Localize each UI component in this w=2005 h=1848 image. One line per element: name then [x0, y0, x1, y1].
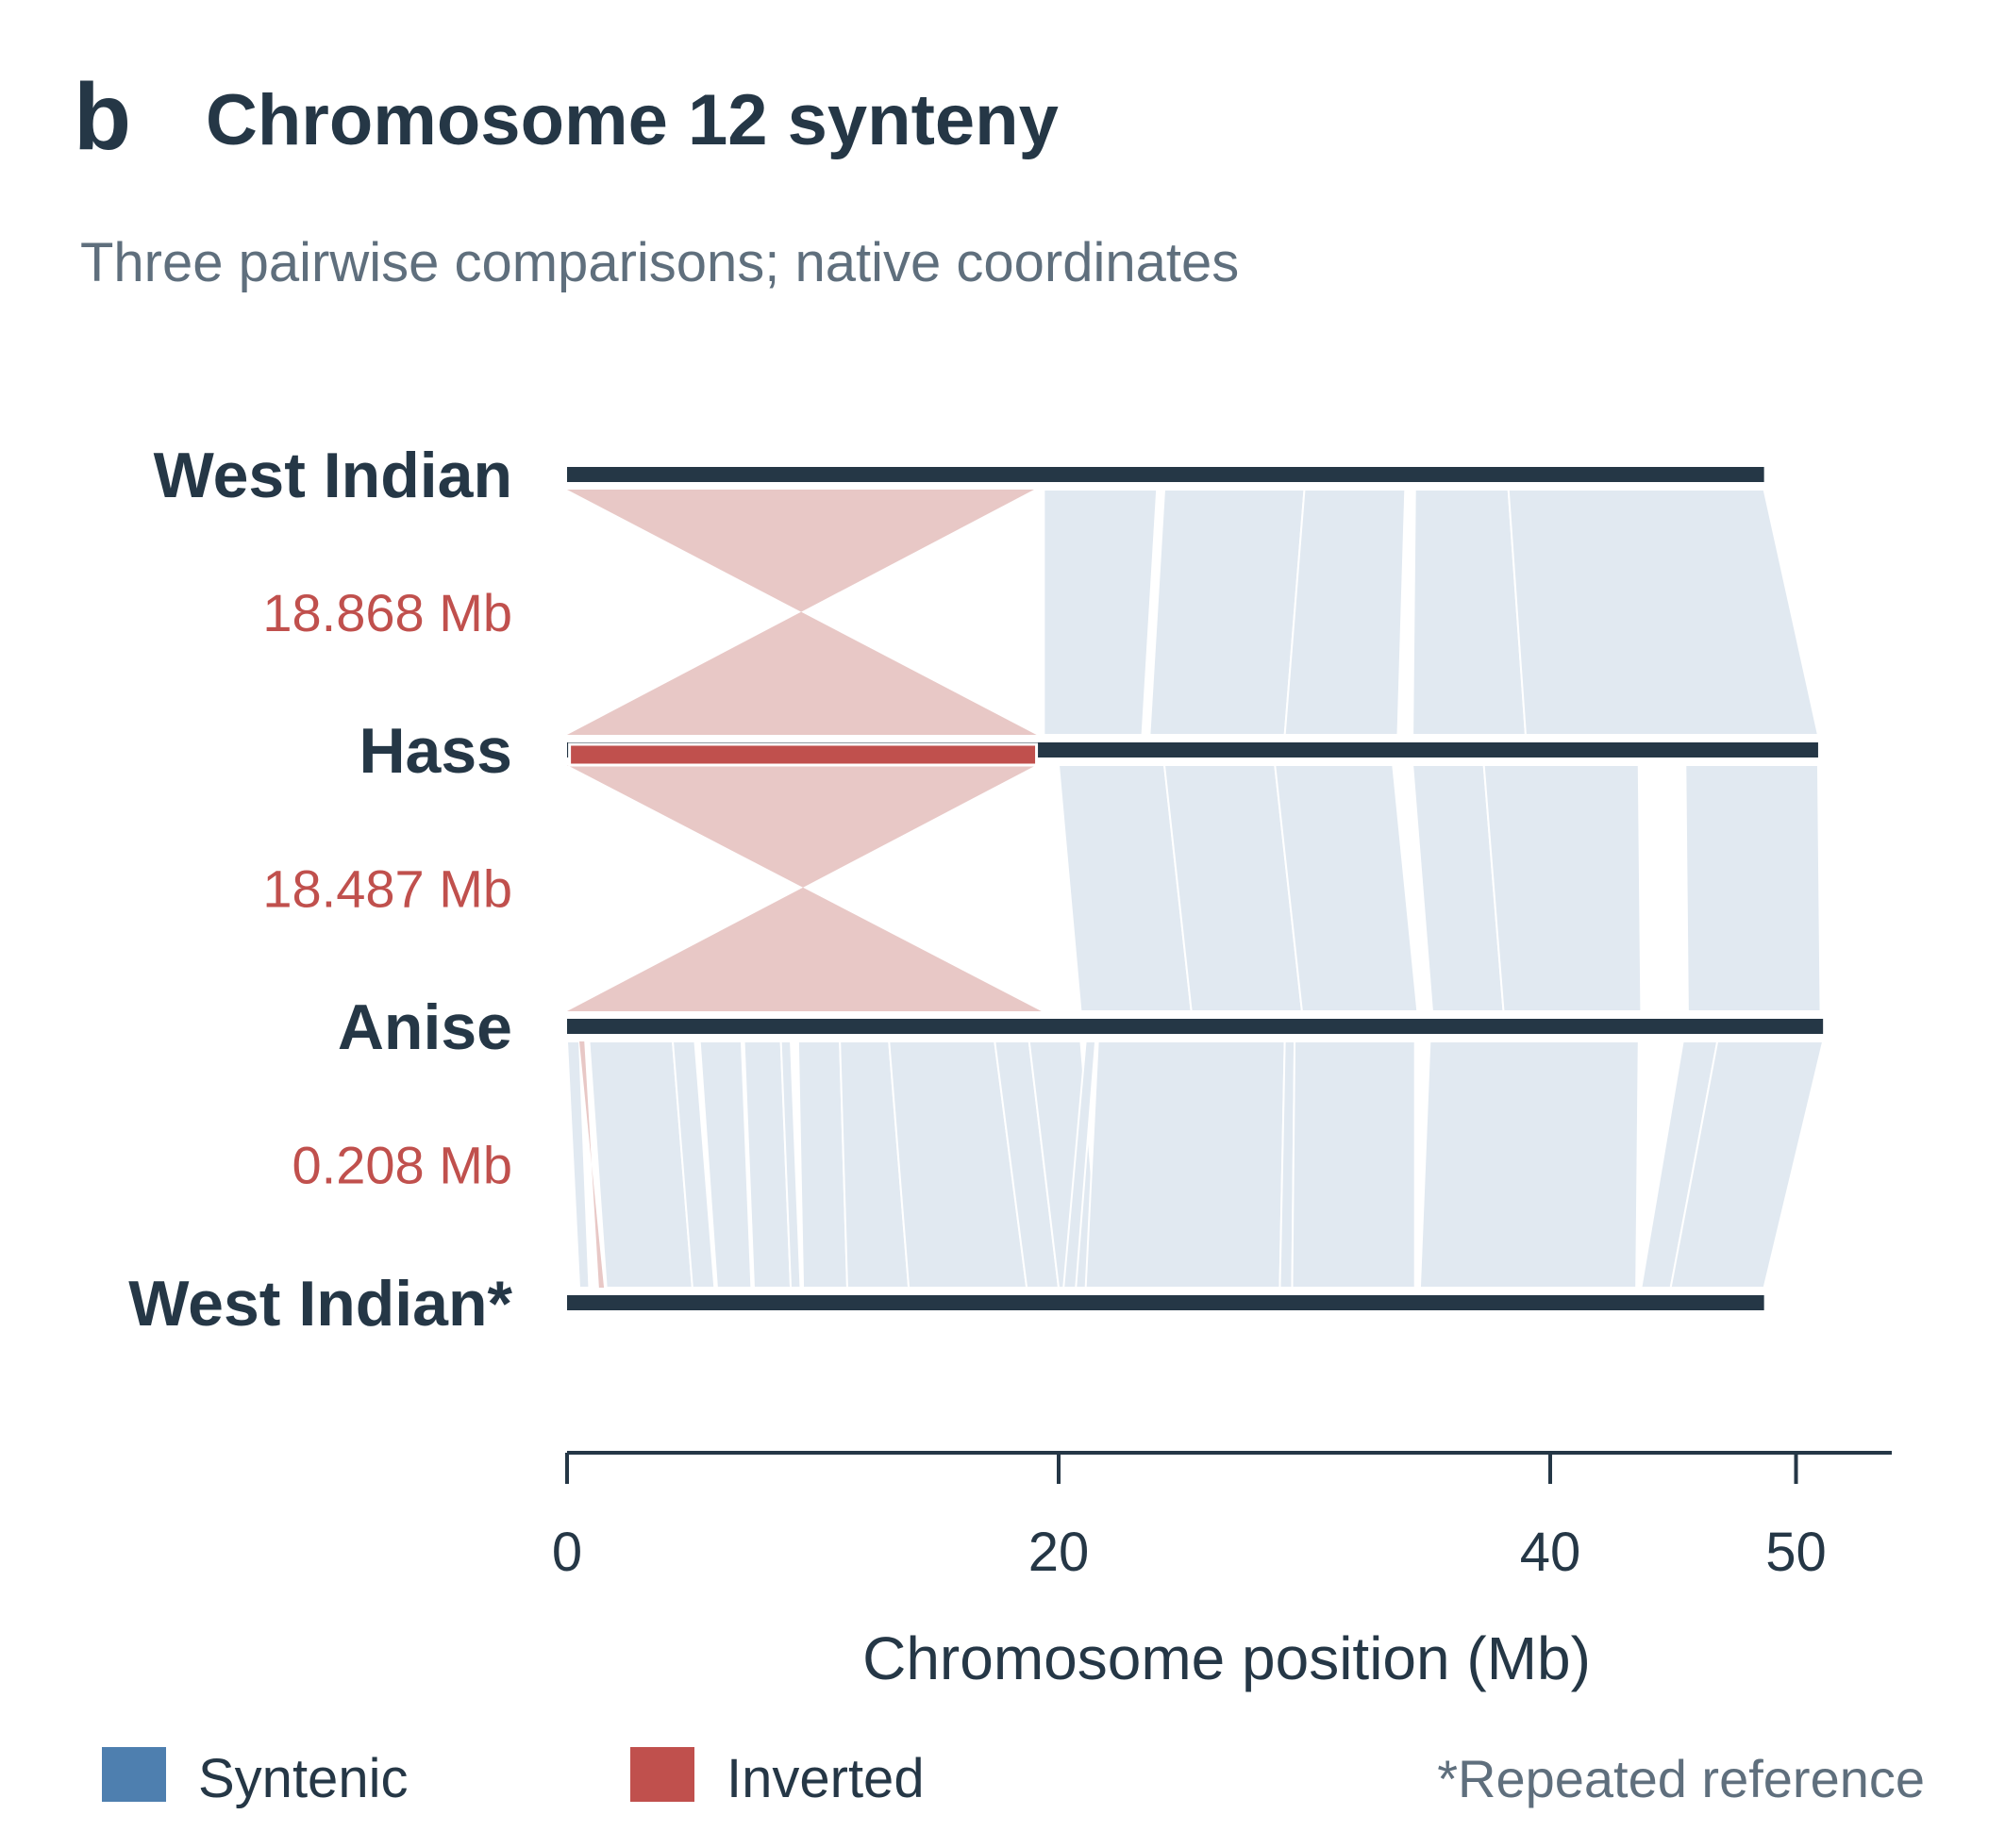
- legend-label-inverted: Inverted: [727, 1748, 925, 1809]
- chart-title: Chromosome 12 synteny: [206, 80, 1059, 160]
- syntenic-block-1-2: [1148, 489, 1306, 736]
- x-axis: 0 20 40 50 Chromosome position (Mb): [552, 1451, 1892, 1692]
- syntenic-block-3-13: [1084, 1041, 1286, 1289]
- legend: Syntenic Inverted *Repeated reference: [102, 1747, 1925, 1809]
- chromosome-track-west-indian-repeat: [567, 1295, 1764, 1310]
- inversion-size-label-1: 18.868 Mb: [262, 583, 512, 642]
- genome-label-west-indian: West Indian: [154, 440, 512, 511]
- inverted-block-1-1: [567, 490, 1037, 735]
- panel-letter: b: [74, 64, 131, 170]
- syntenic-block-2-3: [1274, 764, 1419, 1012]
- inversion-highlight-hass: [568, 742, 1039, 767]
- syntenic-block-1-4: [1412, 489, 1528, 736]
- syntenic-block-3-12: [1062, 1041, 1097, 1289]
- chart-subtitle: Three pairwise comparisons; native coord…: [80, 232, 1239, 293]
- syntenic-block-3-18: [1669, 1041, 1825, 1289]
- x-tick-label-40: 40: [1520, 1522, 1581, 1583]
- syntenic-block-3-1: [565, 1041, 591, 1289]
- syntenic-block-3-15: [1291, 1041, 1416, 1289]
- footnote: *Repeated reference: [1437, 1749, 1925, 1808]
- inversion-size-label-3: 0.208 Mb: [292, 1136, 513, 1195]
- genome-label-anise: Anise: [338, 991, 512, 1063]
- syntenic-block-2-6: [1684, 764, 1822, 1012]
- genome-labels: West Indian Hass Anise West Indian*: [128, 440, 512, 1340]
- syntenic-block-3-4: [698, 1041, 753, 1289]
- x-tick-label-20: 20: [1028, 1522, 1090, 1583]
- syntenic-block-1-3: [1283, 489, 1407, 736]
- legend-swatch-inverted: [630, 1747, 694, 1802]
- inverted-block-2-1: [567, 765, 1042, 1011]
- chromosome-tracks: [567, 467, 1824, 1310]
- genome-label-hass: Hass: [359, 715, 512, 787]
- inverted-block-3-1: [579, 1041, 605, 1288]
- chromosome-track-west-indian: [567, 467, 1764, 482]
- x-tick-label-0: 0: [552, 1522, 582, 1583]
- legend-label-syntenic: Syntenic: [198, 1748, 408, 1809]
- syntenic-block-3-3: [671, 1041, 716, 1289]
- synteny-ribbons: [565, 489, 1825, 1289]
- syntenic-block-2-5: [1482, 764, 1643, 1012]
- syntenic-block-3-6: [779, 1041, 802, 1289]
- chromosome-track-anise: [567, 1019, 1824, 1034]
- inversion-size-label-2: 18.487 Mb: [262, 859, 512, 919]
- legend-swatch-syntenic: [102, 1747, 166, 1802]
- x-axis-title: Chromosome position (Mb): [862, 1624, 1591, 1692]
- genome-label-west-indian-repeat: West Indian*: [128, 1268, 512, 1340]
- syntenic-block-3-16: [1418, 1041, 1640, 1289]
- syntenic-block-3-7: [796, 1041, 849, 1289]
- syntenic-block-1-5: [1507, 489, 1820, 736]
- syntenic-block-1-1: [1043, 489, 1159, 736]
- x-tick-label-50: 50: [1765, 1522, 1827, 1583]
- inversion-size-labels: 18.868 Mb 18.487 Mb 0.208 Mb: [262, 583, 512, 1195]
- x-axis-ticks: 0 20 40 50: [552, 1453, 1827, 1583]
